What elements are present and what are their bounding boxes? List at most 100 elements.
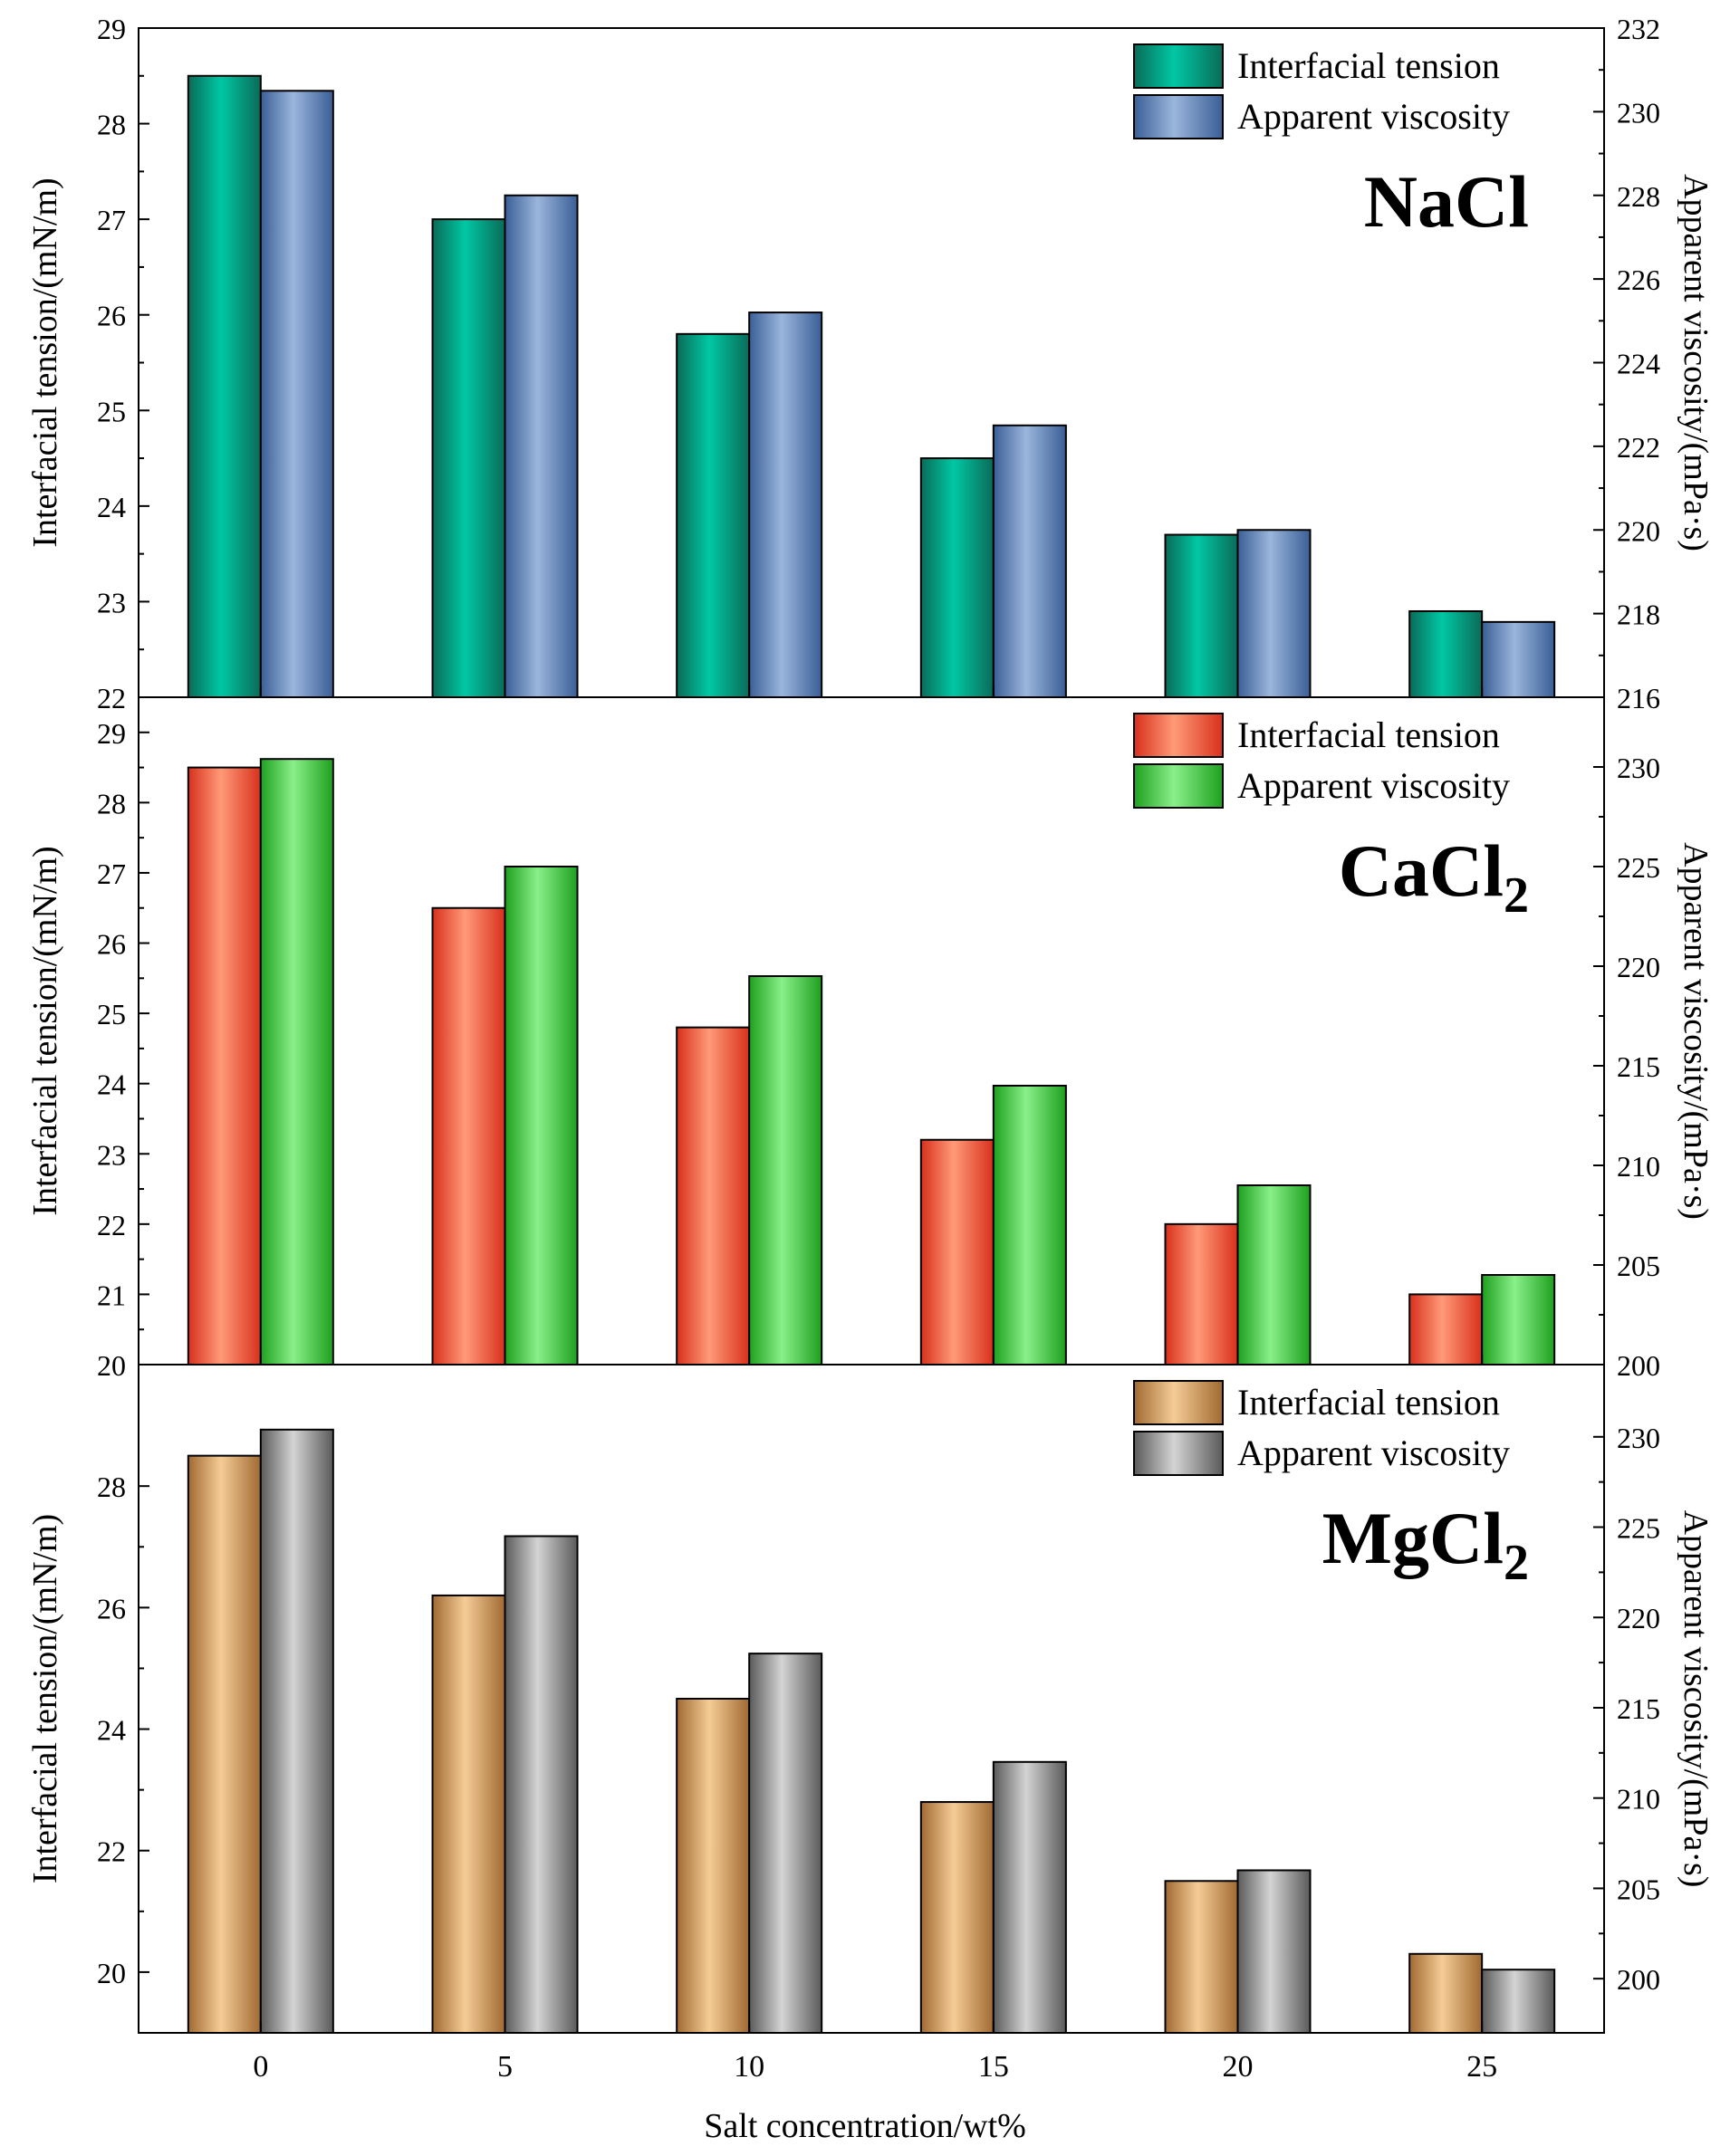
bar-interfacial-tension-20 — [1164, 533, 1239, 698]
bar-apparent-viscosity-15 — [992, 424, 1067, 698]
bar-apparent-viscosity-20 — [1236, 529, 1312, 698]
left-axis-label: Interfacial tension/(mN/m) — [26, 846, 64, 1215]
left-tick-label: 28 — [97, 1471, 126, 1503]
x-tick-label: 10 — [734, 2050, 764, 2084]
right-tick-label: 200 — [1617, 1963, 1660, 1996]
bar-interfacial-tension-5 — [431, 1594, 506, 2034]
bar-apparent-viscosity-10 — [748, 311, 823, 698]
right-tick-label: 222 — [1617, 431, 1660, 464]
left-axis-ticks: 20 22 24 26 28 — [97, 1471, 149, 1989]
x-tick-label: 20 — [1223, 2050, 1254, 2084]
bar-interfacial-tension-15 — [919, 1138, 995, 1365]
left-tick-label: 23 — [97, 586, 126, 618]
left-tick-label: 20 — [97, 1349, 126, 1382]
bar-interfacial-tension-15 — [919, 1801, 995, 2035]
legend-label: Apparent viscosity — [1237, 1433, 1510, 1473]
bar-apparent-viscosity-0 — [259, 758, 334, 1365]
bar-interfacial-tension-20 — [1164, 1222, 1239, 1366]
legend-label: Interfacial tension — [1237, 45, 1500, 86]
right-tick-label: 230 — [1617, 96, 1660, 129]
right-tick-label: 205 — [1617, 1250, 1660, 1282]
left-tick-label: 21 — [97, 1279, 126, 1311]
left-tick-label: 22 — [97, 1835, 126, 1868]
bar-apparent-viscosity-25 — [1481, 1274, 1556, 1365]
right-tick-label: 218 — [1617, 599, 1660, 631]
x-tick-label: 5 — [497, 2050, 513, 2084]
legend: Interfacial tension Apparent viscosity — [1133, 1380, 1510, 1476]
left-tick-label: 23 — [97, 1138, 126, 1171]
right-tick-label: 230 — [1617, 752, 1660, 784]
bar-apparent-viscosity-10 — [748, 1653, 823, 2034]
left-tick-label: 25 — [97, 998, 126, 1030]
right-tick-label: 225 — [1617, 1512, 1660, 1545]
left-tick-label: 26 — [97, 928, 126, 961]
bar-interfacial-tension-5 — [431, 906, 506, 1365]
bar-apparent-viscosity-5 — [504, 866, 579, 1365]
bar-apparent-viscosity-15 — [992, 1085, 1067, 1365]
panel-title: NaCl — [1364, 160, 1529, 243]
right-tick-label: 232 — [1617, 13, 1660, 45]
bar-interfacial-tension-5 — [431, 218, 506, 698]
right-axis-label: Apparent viscosity/(mPa·s) — [1677, 842, 1715, 1220]
left-tick-label: 26 — [97, 300, 126, 332]
x-axis-label: Salt concentration/wt% — [704, 2107, 1026, 2145]
left-tick-label: 22 — [97, 1209, 126, 1241]
bar-apparent-viscosity-10 — [748, 975, 823, 1365]
right-tick-label: 228 — [1617, 180, 1660, 213]
right-axis-ticks: 200 205 210 215 220 225 230 — [1593, 752, 1660, 1382]
left-tick-label: 28 — [97, 109, 126, 141]
x-tick-label: 15 — [978, 2050, 1009, 2084]
bar-interfacial-tension-0 — [187, 1454, 262, 2034]
panel-mgcl2: 20 22 24 26 28 200 205 210 215 220 225 230 Interfaci… — [26, 1364, 1715, 2035]
left-tick-label: 20 — [97, 1957, 126, 1989]
right-tick-label: 200 — [1617, 1349, 1660, 1382]
x-tick-label: 0 — [253, 2050, 268, 2084]
legend-swatch — [1133, 713, 1224, 758]
bar-interfacial-tension-0 — [187, 74, 262, 699]
bar-interfacial-tension-10 — [676, 1698, 751, 2034]
right-tick-label: 226 — [1617, 264, 1660, 296]
legend-swatch — [1133, 43, 1224, 89]
x-tick-label: 25 — [1466, 2050, 1497, 2084]
left-tick-label: 22 — [97, 682, 126, 714]
right-tick-label: 224 — [1617, 348, 1660, 380]
legend-swatch — [1133, 94, 1224, 139]
left-axis-ticks: 20 21 22 23 24 25 26 27 28 29 — [97, 717, 149, 1382]
left-tick-label: 27 — [97, 204, 126, 236]
left-tick-label: 24 — [97, 491, 126, 523]
right-tick-label: 220 — [1617, 1602, 1660, 1634]
legend-label: Apparent viscosity — [1237, 765, 1510, 806]
right-tick-label: 210 — [1617, 1150, 1660, 1183]
legend-label: Interfacial tension — [1237, 714, 1500, 755]
right-axis-ticks: 216 218 220 222 224 226 228 230 232 — [1593, 13, 1660, 714]
right-tick-label: 220 — [1617, 951, 1660, 983]
right-tick-label: 230 — [1617, 1422, 1660, 1454]
bar-apparent-viscosity-0 — [259, 90, 334, 698]
left-axis-ticks: 22 23 24 25 26 27 28 29 — [97, 13, 149, 714]
bar-interfacial-tension-10 — [676, 332, 751, 698]
legend: Interfacial tension Apparent viscosity — [1133, 713, 1510, 809]
bar-apparent-viscosity-20 — [1236, 1869, 1312, 2035]
left-tick-label: 24 — [97, 1068, 126, 1101]
bar-interfacial-tension-15 — [919, 457, 995, 698]
right-tick-label: 215 — [1617, 1050, 1660, 1083]
right-axis-label: Apparent viscosity/(mPa·s) — [1677, 174, 1715, 551]
right-tick-label: 215 — [1617, 1692, 1660, 1725]
left-tick-label: 24 — [97, 1714, 126, 1747]
bar-interfacial-tension-20 — [1164, 1880, 1239, 2034]
right-axis-label: Apparent viscosity/(mPa·s) — [1677, 1510, 1715, 1888]
bar-apparent-viscosity-0 — [259, 1428, 334, 2034]
left-tick-label: 27 — [97, 858, 126, 890]
right-tick-label: 225 — [1617, 851, 1660, 884]
legend-label: Apparent viscosity — [1237, 96, 1510, 137]
bar-apparent-viscosity-5 — [504, 1535, 579, 2034]
bar-interfacial-tension-0 — [187, 766, 262, 1365]
legend: Interfacial tension Apparent viscosity — [1133, 43, 1510, 139]
bar-apparent-viscosity-20 — [1236, 1184, 1312, 1365]
bar-interfacial-tension-25 — [1408, 1952, 1484, 2034]
right-tick-label: 210 — [1617, 1783, 1660, 1816]
legend-swatch — [1133, 763, 1224, 809]
left-tick-label: 29 — [97, 13, 126, 45]
bar-apparent-viscosity-25 — [1481, 1969, 1556, 2035]
